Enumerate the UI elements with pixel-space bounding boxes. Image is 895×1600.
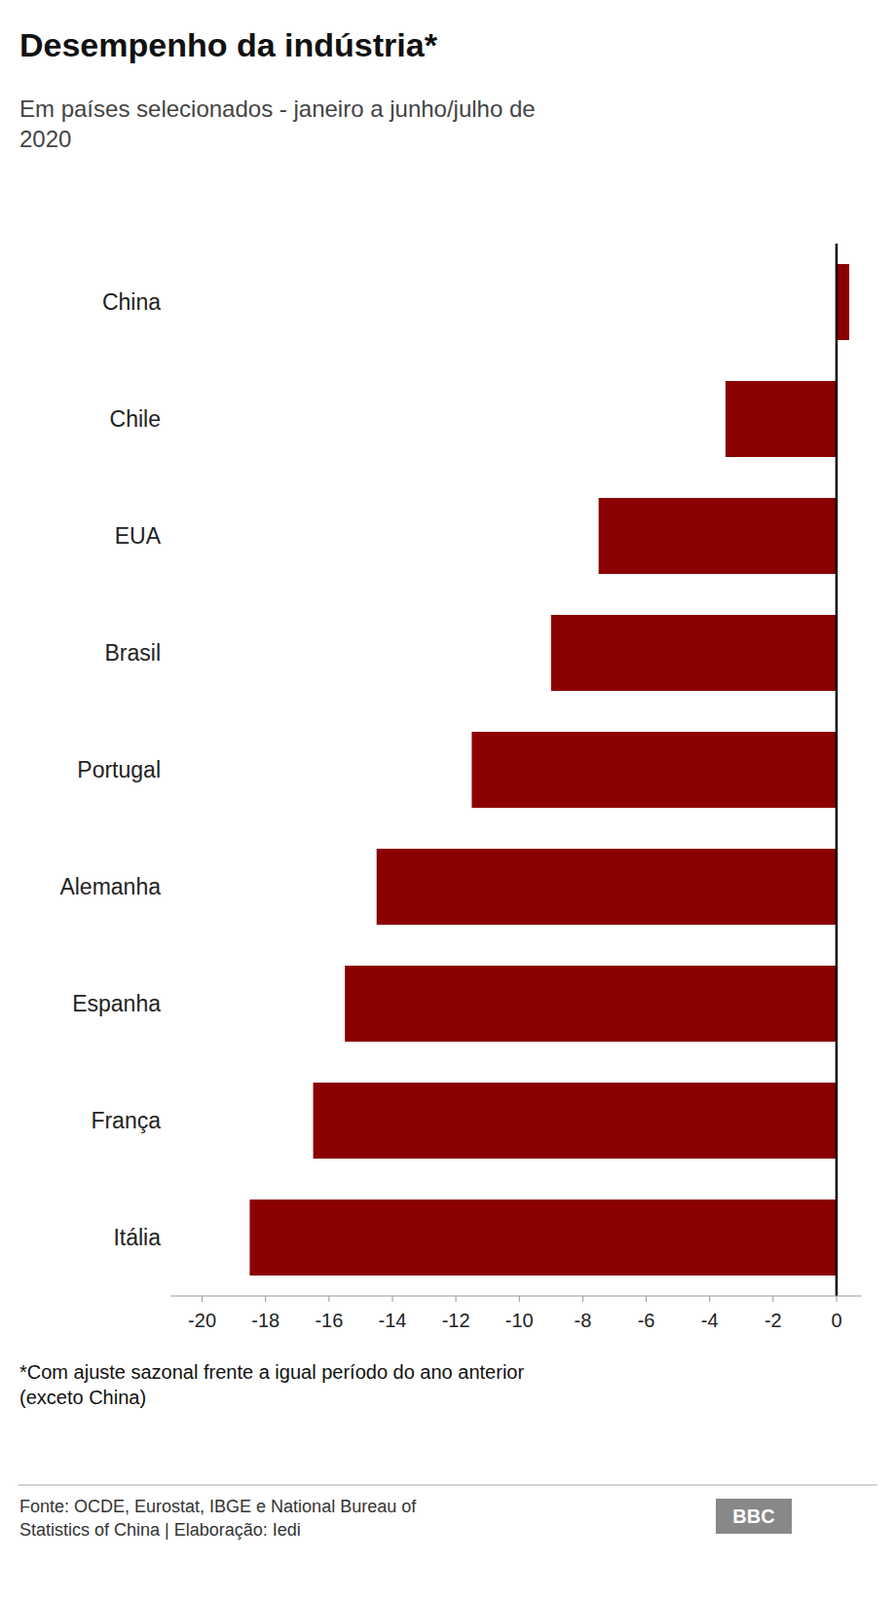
- bar: [598, 497, 837, 574]
- category-label: França: [90, 1107, 161, 1133]
- x-tick-label: -14: [378, 1308, 408, 1331]
- text-line: Statistics of China | Elaboração: Iedi: [19, 1519, 301, 1539]
- category-label: Brasil: [104, 639, 161, 666]
- category-label: EUA: [114, 522, 162, 549]
- zero-line: [835, 243, 839, 1296]
- bar: [313, 1081, 837, 1158]
- separator: [17, 1484, 877, 1486]
- bar: [376, 848, 837, 925]
- bars: [249, 263, 850, 1275]
- bar: [836, 263, 850, 340]
- background: [0, 0, 895, 1600]
- bar: [725, 380, 837, 457]
- x-tick: [201, 1295, 203, 1302]
- category-label: Chile: [110, 406, 161, 432]
- y-axis: China Chile EUA Brasil Portugal Alemanha Espan…: [59, 289, 161, 1250]
- x-tick: [455, 1295, 457, 1302]
- text-line: 2020: [19, 125, 72, 152]
- text-line: (exceto China): [19, 1385, 147, 1408]
- bar: [471, 731, 837, 808]
- x-tick-label: -10: [505, 1308, 534, 1331]
- x-tick-label: 0: [830, 1308, 842, 1331]
- footnote: *Com ajuste sazonal frente a igual perío…: [19, 1360, 524, 1408]
- x-tick-label: -4: [701, 1308, 719, 1331]
- x-tick-label: -20: [187, 1308, 217, 1331]
- category-label: China: [102, 289, 161, 315]
- chart: Desempenho da indústria* Em países seleci…: [0, 0, 895, 1600]
- x-axis-line: [170, 1295, 862, 1297]
- x-tick-label: -8: [573, 1308, 592, 1331]
- x-tick: [264, 1295, 266, 1302]
- bar: [551, 614, 837, 691]
- x-tick: [519, 1295, 521, 1302]
- category-label: Portugal: [76, 756, 161, 783]
- x-tick: [835, 1295, 837, 1302]
- x-tick: [645, 1295, 647, 1302]
- category-label: Itália: [112, 1224, 161, 1250]
- bar: [344, 965, 837, 1042]
- x-tick-label: -6: [637, 1308, 656, 1331]
- logo-label: BBC: [732, 1504, 775, 1527]
- category-label: Alemanha: [59, 873, 161, 899]
- text-line: *Com ajuste sazonal frente a igual perío…: [19, 1360, 524, 1382]
- category-label: Espanha: [72, 990, 161, 1016]
- title: Desempenho da indústria*: [19, 26, 439, 64]
- text-line: Em países selecionados - janeiro a junho…: [19, 95, 536, 122]
- x-tick: [328, 1295, 330, 1302]
- x-tick: [582, 1295, 584, 1302]
- text-line: Fonte: OCDE, Eurostat, IBGE e National B…: [19, 1495, 417, 1516]
- x-tick: [772, 1295, 774, 1302]
- x-tick-label: -16: [314, 1308, 343, 1331]
- x-axis: -20-18-16-14-12-10-8-6-4-20: [170, 1295, 862, 1331]
- source: Fonte: OCDE, Eurostat, IBGE e National B…: [19, 1495, 417, 1539]
- x-tick-label: -12: [442, 1308, 471, 1331]
- subtitle: Em países selecionados - janeiro a junho…: [19, 95, 536, 152]
- text-line: Desempenho da indústria*: [19, 26, 439, 64]
- logo-box: [715, 1497, 792, 1533]
- x-tick: [391, 1295, 393, 1302]
- x-tick-label: -18: [251, 1308, 280, 1331]
- bar: [249, 1198, 837, 1275]
- x-tick-label: -2: [764, 1308, 783, 1331]
- x-tick: [708, 1295, 710, 1302]
